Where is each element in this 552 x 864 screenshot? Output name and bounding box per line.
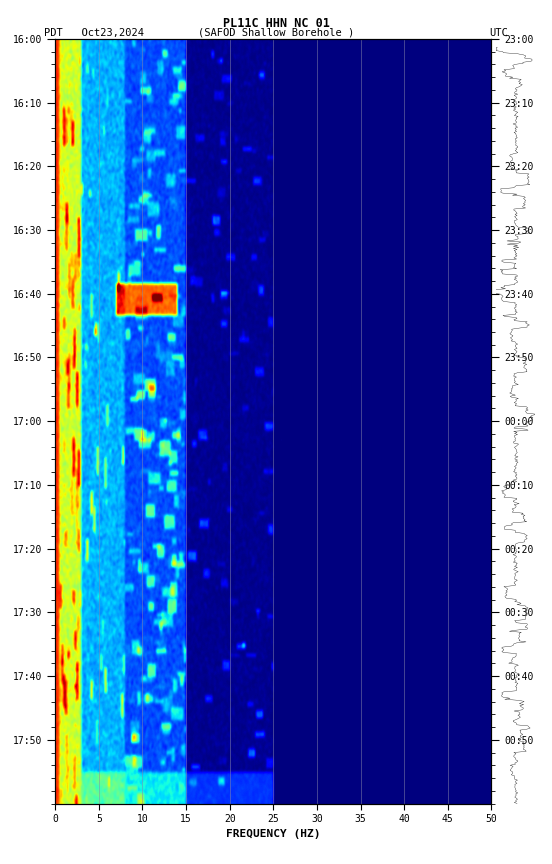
X-axis label: FREQUENCY (HZ): FREQUENCY (HZ) — [226, 829, 321, 840]
Text: (SAFOD Shallow Borehole ): (SAFOD Shallow Borehole ) — [198, 28, 354, 38]
Text: UTC: UTC — [489, 28, 508, 38]
Text: PDT   Oct23,2024: PDT Oct23,2024 — [44, 28, 144, 38]
Text: PL11C HHN NC 01: PL11C HHN NC 01 — [222, 17, 330, 30]
